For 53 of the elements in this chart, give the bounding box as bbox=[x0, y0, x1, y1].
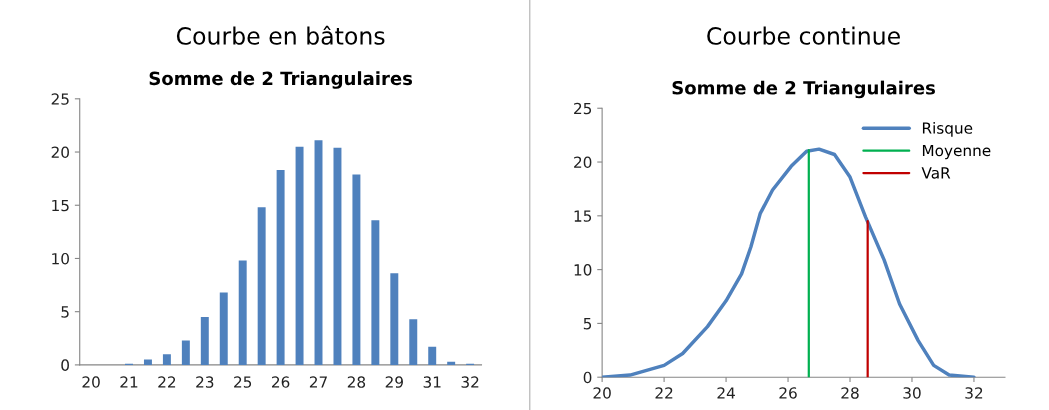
y-tick-label: 0 bbox=[583, 371, 592, 384]
y-tick-label: 15 bbox=[52, 199, 69, 212]
legend-label: VaR bbox=[921, 167, 951, 179]
y-tick-label: 10 bbox=[52, 252, 69, 265]
x-tick-label: 24 bbox=[717, 387, 735, 399]
bar bbox=[352, 174, 361, 365]
y-tick-label: 5 bbox=[583, 318, 592, 330]
legend-label: Risque bbox=[922, 121, 973, 137]
x-tick-label: 25 bbox=[234, 376, 252, 388]
x-tick-label: 29 bbox=[385, 376, 403, 388]
bar bbox=[143, 359, 152, 365]
chart-subtitle: Somme de 2 Triangulaires bbox=[672, 80, 935, 99]
bar bbox=[447, 361, 456, 365]
bar bbox=[200, 317, 209, 365]
y-tick-label: 5 bbox=[61, 306, 69, 318]
bar bbox=[238, 260, 247, 365]
y-tick-label: 10 bbox=[574, 264, 592, 276]
bar bbox=[390, 273, 399, 365]
x-tick-label: 28 bbox=[841, 387, 859, 399]
bar bbox=[162, 354, 171, 365]
bar bbox=[333, 147, 342, 365]
x-tick-label: 22 bbox=[158, 376, 176, 388]
bar bbox=[295, 146, 304, 365]
x-tick-label: 31 bbox=[423, 376, 441, 388]
x-tick-label: 20 bbox=[593, 387, 611, 399]
bar bbox=[257, 207, 266, 365]
y-tick-label: 25 bbox=[51, 93, 69, 105]
bar bbox=[276, 170, 285, 365]
chart-title: Courbe continue bbox=[707, 26, 900, 45]
chart-title: Courbe en bâtons bbox=[176, 25, 385, 45]
x-tick-label: 32 bbox=[965, 387, 983, 399]
x-tick-label: 20 bbox=[82, 376, 100, 388]
chart-subtitle: Somme de 2 Triangulaires bbox=[149, 71, 413, 89]
y-tick-label: 15 bbox=[574, 210, 592, 222]
bar bbox=[371, 220, 380, 365]
legend-label: Moyenne bbox=[922, 144, 991, 160]
x-tick-label: 32 bbox=[461, 376, 479, 388]
bar bbox=[181, 340, 190, 365]
x-tick-label: 26 bbox=[272, 376, 290, 388]
x-tick-label: 30 bbox=[903, 387, 921, 399]
y-tick-label: 20 bbox=[574, 156, 592, 169]
x-tick-label: 21 bbox=[120, 376, 138, 388]
x-tick-label: 27 bbox=[309, 376, 327, 388]
y-tick-label: 0 bbox=[61, 359, 69, 371]
x-tick-label: 23 bbox=[196, 376, 214, 388]
bar bbox=[428, 346, 437, 365]
y-tick-label: 25 bbox=[574, 102, 592, 115]
bar bbox=[409, 319, 418, 365]
x-tick-label: 26 bbox=[779, 387, 797, 399]
x-tick-label: 22 bbox=[655, 387, 673, 399]
y-tick-label: 20 bbox=[51, 146, 69, 159]
x-tick-label: 28 bbox=[347, 376, 366, 388]
bar bbox=[219, 292, 228, 365]
